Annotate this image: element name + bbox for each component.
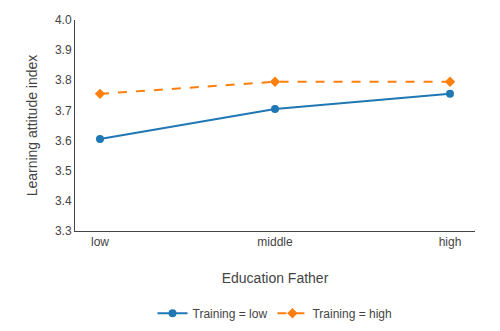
- svg-text:3.4: 3.4: [55, 194, 72, 208]
- svg-text:low: low: [91, 235, 109, 249]
- svg-text:4.0: 4.0: [55, 13, 72, 27]
- svg-text:Learning attitude index: Learning attitude index: [24, 55, 40, 197]
- svg-text:3.7: 3.7: [55, 104, 72, 118]
- svg-text:3.3: 3.3: [55, 224, 72, 238]
- svg-text:Training = low: Training = low: [193, 307, 268, 321]
- svg-text:3.6: 3.6: [55, 134, 72, 148]
- svg-text:Training = high: Training = high: [312, 307, 391, 321]
- svg-text:3.8: 3.8: [55, 73, 72, 87]
- svg-text:high: high: [439, 235, 462, 249]
- svg-text:3.5: 3.5: [55, 164, 72, 178]
- svg-text:3.9: 3.9: [55, 43, 72, 57]
- svg-text:middle: middle: [257, 235, 293, 249]
- svg-text:Education Father: Education Father: [222, 270, 329, 286]
